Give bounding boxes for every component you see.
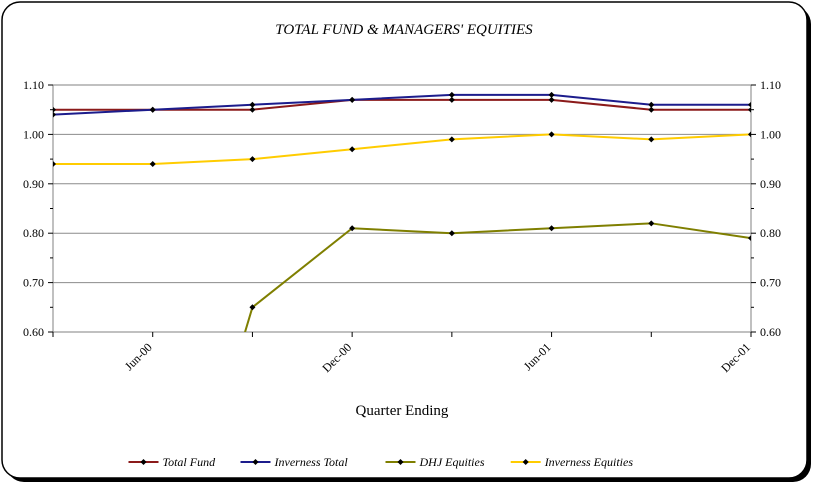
series-marker-1 — [249, 101, 256, 108]
series-marker-3 — [149, 161, 156, 168]
series-marker-1 — [53, 111, 56, 118]
y-tick-label-right: 1.00 — [760, 127, 781, 141]
y-tick-label-left: 0.80 — [23, 226, 44, 240]
y-tick-label-right: 0.80 — [760, 226, 781, 240]
legend-marker-2 — [397, 459, 404, 465]
series-marker-3 — [249, 156, 256, 163]
series-marker-1 — [448, 91, 455, 98]
series-marker-2 — [648, 220, 655, 227]
y-tick-label-left: 0.70 — [23, 276, 44, 290]
series-marker-1 — [548, 91, 555, 98]
series-marker-2 — [448, 230, 455, 237]
x-axis-label: Quarter Ending — [356, 403, 449, 419]
series-marker-1 — [349, 96, 356, 103]
series-marker-3 — [349, 146, 356, 153]
legend-label-3: Inverness Equities — [544, 455, 634, 469]
y-tick-label-left: 0.90 — [23, 177, 44, 191]
legend: Total Fund Inverness Total DHJ Equities Inv… — [128, 455, 634, 469]
chart-title: TOTAL FUND & MANAGERS' EQUITIES — [275, 22, 533, 38]
series-marker-0 — [748, 106, 751, 113]
series-marker-2 — [548, 225, 555, 232]
series-marker-3 — [748, 131, 751, 138]
y-tick-label-right: 0.90 — [760, 177, 781, 191]
series-marker-0 — [448, 96, 455, 103]
y-tick-label-left: 1.10 — [23, 78, 44, 92]
series-marker-0 — [249, 106, 256, 113]
series-marker-3 — [548, 131, 555, 138]
legend-label-0: Total Fund — [163, 455, 217, 469]
legend-marker-0 — [140, 459, 147, 465]
chart-frame — [1, 1, 808, 479]
series-marker-0 — [53, 106, 56, 113]
series-marker-1 — [149, 106, 156, 113]
series-marker-2 — [249, 304, 256, 311]
legend-label-2: DHJ Equities — [419, 455, 485, 469]
y-tick-label-right: 0.60 — [760, 325, 781, 339]
series-line-3 — [53, 133, 751, 166]
series-line-1 — [53, 93, 751, 116]
y-tick-label-right: 0.70 — [760, 276, 781, 290]
series-marker-3 — [448, 136, 455, 143]
series-marker-1 — [748, 101, 751, 108]
series-marker-2 — [349, 225, 356, 232]
y-tick-label-left: 0.60 — [23, 325, 44, 339]
series-marker-0 — [648, 106, 655, 113]
legend-label-1: Inverness Total — [274, 455, 349, 469]
series-marker-1 — [648, 101, 655, 108]
legend-marker-1 — [252, 459, 259, 465]
series-marker-0 — [548, 96, 555, 103]
legend-marker-3 — [522, 459, 529, 465]
series-marker-3 — [648, 136, 655, 143]
y-tick-label-right: 1.10 — [760, 78, 781, 92]
y-tick-label-left: 1.00 — [23, 127, 44, 141]
series-marker-3 — [53, 161, 56, 168]
series-marker-2 — [748, 235, 751, 242]
series-lines — [53, 91, 751, 332]
